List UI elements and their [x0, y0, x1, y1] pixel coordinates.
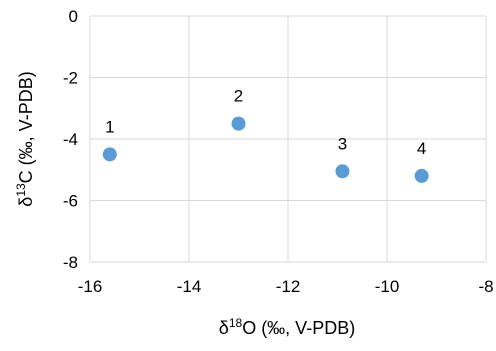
y-tick-labels: 0 -2 -4 -6 -8 — [63, 7, 78, 272]
data-point-label-4: 4 — [417, 139, 426, 158]
x-tick-label: -8 — [478, 277, 493, 296]
x-tick-label: -10 — [375, 277, 400, 296]
y-tick-label: -4 — [63, 130, 78, 149]
x-axis-title: δ18O (‰, V-PDB) — [219, 316, 355, 338]
y-tick-label: 0 — [69, 7, 78, 26]
y-tick-label: -8 — [63, 253, 78, 272]
x-tick-labels: -16 -14 -12 -10 -8 — [78, 277, 494, 296]
x-tick-label: -12 — [276, 277, 301, 296]
data-point-labels: 1 2 3 4 — [105, 87, 426, 158]
x-tick-label: -14 — [177, 277, 202, 296]
data-point-2 — [231, 116, 246, 131]
gridlines — [89, 15, 487, 263]
data-point-1 — [102, 147, 117, 162]
y-tick-label: -2 — [63, 69, 78, 88]
data-point-label-1: 1 — [105, 117, 114, 136]
y-axis-title: δ13C (‰, V-PDB) — [14, 71, 36, 206]
data-point-3 — [335, 164, 350, 179]
x-tick-label: -16 — [78, 277, 103, 296]
data-point-label-2: 2 — [234, 87, 243, 106]
data-point-4 — [414, 168, 429, 183]
y-tick-label: -6 — [63, 192, 78, 211]
data-points — [102, 116, 429, 183]
data-point-label-3: 3 — [338, 134, 347, 153]
